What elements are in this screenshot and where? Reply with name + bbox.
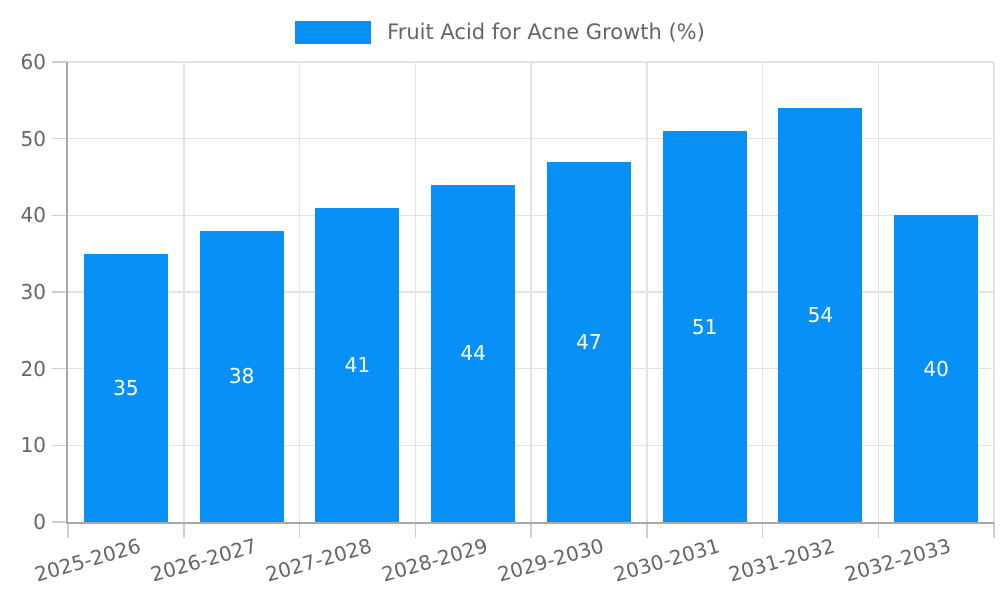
x-gridline xyxy=(646,62,648,522)
legend-swatch xyxy=(295,20,372,44)
x-gridline xyxy=(530,62,532,522)
x-axis-tick-label: 2026-2027 xyxy=(147,533,259,587)
y-axis-tick-label: 30 xyxy=(20,280,46,304)
bar-2029-2030[interactable]: 47 xyxy=(546,161,631,522)
bar-value-label: 44 xyxy=(460,341,486,366)
bar-2025-2026[interactable]: 35 xyxy=(83,253,168,522)
x-tick-mark xyxy=(761,522,764,538)
x-axis-line xyxy=(66,522,994,524)
bar-2028-2029[interactable]: 44 xyxy=(431,184,516,522)
chart-legend[interactable]: Fruit Acid for Acne Growth (%) xyxy=(0,20,1000,44)
x-gridline xyxy=(877,62,879,522)
x-gridline xyxy=(761,62,764,522)
y-axis-tick-label: 0 xyxy=(33,510,46,534)
x-tick-mark xyxy=(67,522,69,538)
y-tick-mark xyxy=(52,61,68,63)
x-axis-tick-label: 2031-2032 xyxy=(726,533,838,587)
y-tick-mark xyxy=(52,214,68,217)
y-tick-mark xyxy=(52,521,68,523)
bar-value-label: 40 xyxy=(923,356,949,381)
x-axis-tick-label: 2032-2033 xyxy=(842,533,954,587)
x-gridline xyxy=(183,62,185,522)
bar-value-label: 35 xyxy=(113,375,139,400)
y-tick-mark xyxy=(52,137,68,140)
x-tick-mark xyxy=(183,522,185,538)
bar-value-label: 51 xyxy=(691,314,718,339)
x-axis-tick-label: 2025-2026 xyxy=(31,533,144,587)
bar-value-label: 38 xyxy=(228,364,255,389)
y-axis-tick-label: 50 xyxy=(20,126,46,151)
x-tick-mark xyxy=(646,522,648,538)
x-tick-mark xyxy=(414,522,416,538)
bar-2026-2027[interactable]: 38 xyxy=(199,230,284,522)
x-tick-mark xyxy=(877,522,879,538)
y-gridline xyxy=(68,61,994,63)
y-axis-tick-label: 60 xyxy=(20,50,46,74)
x-tick-mark xyxy=(298,522,301,538)
x-axis-tick-label: 2030-2031 xyxy=(610,533,722,587)
y-axis-tick-label: 20 xyxy=(20,356,46,381)
y-tick-mark xyxy=(52,444,68,447)
bar-2027-2028[interactable]: 41 xyxy=(315,207,400,522)
x-gridline xyxy=(298,62,301,522)
bar-2031-2032[interactable]: 54 xyxy=(778,108,863,522)
bar-value-label: 41 xyxy=(344,352,371,377)
bar-2030-2031[interactable]: 51 xyxy=(662,131,747,522)
x-axis-tick-label: 2029-2030 xyxy=(494,533,607,587)
x-gridline xyxy=(414,62,416,522)
bar-2032-2033[interactable]: 40 xyxy=(894,215,979,522)
x-axis-tick-label: 2027-2028 xyxy=(263,533,375,587)
x-tick-mark xyxy=(530,522,532,538)
y-tick-mark xyxy=(52,291,68,293)
bar-value-label: 54 xyxy=(807,303,834,327)
x-axis-tick-label: 2028-2029 xyxy=(379,533,491,587)
y-tick-mark xyxy=(52,367,68,370)
y-axis-tick-label: 10 xyxy=(20,433,46,458)
legend-label: Fruit Acid for Acne Growth (%) xyxy=(387,20,705,44)
bar-value-label: 47 xyxy=(576,329,602,354)
y-axis-tick-label: 40 xyxy=(20,203,46,228)
x-gridline xyxy=(993,62,995,522)
plot-area: 35 38 41 44 47 51 54 40 xyxy=(68,61,995,522)
x-tick-mark xyxy=(993,522,995,538)
